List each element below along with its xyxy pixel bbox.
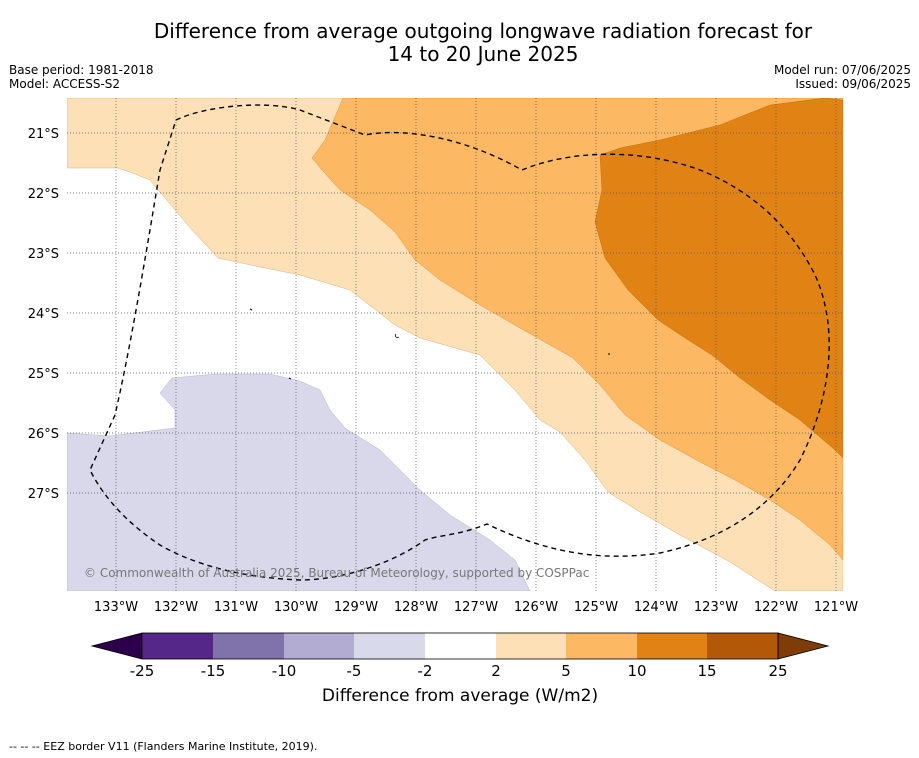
lat-labels: 21°S 22°S 23°S 24°S 25°S 26°S 27°S: [28, 127, 59, 502]
model-text: Model: ACCESS-S2: [9, 77, 121, 91]
copyright-text: © Commonwealth of Australia 2025, Bureau…: [84, 566, 589, 580]
colorbar-tick-pos5: 5: [561, 662, 571, 680]
lat-label-25s: 25°S: [28, 367, 59, 382]
lon-labels: 133°W 132°W 131°W 130°W 129°W 128°W 127°…: [94, 600, 858, 615]
lon-label-123w: 123°W: [694, 600, 738, 615]
region-pos10-15: [594, 98, 843, 459]
graticule: [67, 98, 843, 591]
colorbar-tick-neg15: -15: [201, 662, 226, 680]
colorbar-under-triangle: [90, 632, 143, 660]
colorbar-segment-pos5-pos10: [566, 633, 637, 659]
colorbar-tick-pos10: 10: [627, 662, 646, 680]
colorbar-tick-neg10: -10: [272, 662, 297, 680]
lat-label-22s: 22°S: [28, 187, 59, 202]
colorbar-label: Difference from average (W/m2): [321, 686, 599, 706]
colorbar-over-triangle: [777, 632, 830, 660]
map-area: [67, 98, 843, 591]
colorbar-tick-neg25: -25: [130, 662, 155, 680]
issued-text: Issued: 09/06/2025: [795, 77, 911, 91]
lon-label-124w: 124°W: [634, 600, 678, 615]
lon-label-128w: 128°W: [394, 600, 438, 615]
colorbar-segment-pos2-pos5: [496, 633, 566, 659]
lon-label-130w: 130°W: [274, 600, 318, 615]
island-4: [288, 377, 292, 380]
lon-label-121w: 121°W: [814, 600, 858, 615]
colorbar-ticks: -25 -15 -10 -5 -2 2 5 10 15 25: [130, 662, 788, 680]
colorbar-tick-neg2: -2: [418, 662, 433, 680]
colorbar-frame: [141, 632, 779, 660]
lon-label-129w: 129°W: [334, 600, 378, 615]
lat-label-21s: 21°S: [28, 127, 59, 142]
colorbar-segment-pos15-pos25: [707, 633, 778, 659]
colorbar-segment-neg10-neg5: [284, 633, 354, 659]
island-2: [395, 333, 400, 338]
colorbar-segment-neg5-neg2: [354, 633, 425, 659]
lat-label-24s: 24°S: [28, 307, 59, 322]
colorbar-tick-pos25: 25: [768, 662, 787, 680]
colorbar-segment-neg25-neg15: [142, 633, 213, 659]
lon-label-126w: 126°W: [514, 600, 558, 615]
colorbar-segment-neg15-neg10: [213, 633, 284, 659]
colorbar-tick-pos15: 15: [697, 662, 716, 680]
model-run-text: Model run: 07/06/2025: [773, 63, 911, 77]
eez-border: [89, 104, 830, 581]
region-neg5-neg2: [67, 373, 531, 591]
title-line-1: Difference from average outgoing longwav…: [153, 19, 813, 43]
lat-label-23s: 23°S: [28, 247, 59, 262]
base-period-text: Base period: 1981-2018: [9, 63, 154, 77]
island-1: [249, 308, 253, 311]
colorbar-tick-neg5: -5: [347, 662, 362, 680]
lat-label-26s: 26°S: [28, 427, 59, 442]
meta-right: Model run: 07/06/2025 Issued: 09/06/2025: [774, 63, 911, 91]
map-title: Difference from average outgoing longwav…: [0, 20, 919, 66]
colorbar-segment-neg2-pos2: [425, 633, 496, 659]
eez-footer-note: -- -- -- EEZ border V11 (Flanders Marine…: [9, 740, 318, 753]
lat-label-27s: 27°S: [28, 487, 59, 502]
lon-label-122w: 122°W: [754, 600, 798, 615]
colorbar-tick-pos2: 2: [491, 662, 501, 680]
lon-label-131w: 131°W: [214, 600, 258, 615]
title-line-2: 14 to 20 June 2025: [387, 42, 579, 66]
colorbar-segment-pos10-pos15: [637, 633, 707, 659]
lon-label-133w: 133°W: [94, 600, 138, 615]
lon-label-132w: 132°W: [154, 600, 198, 615]
lon-label-127w: 127°W: [454, 600, 498, 615]
colorbar: -25 -15 -10 -5 -2 2 5 10 15 25: [90, 632, 830, 680]
meta-left: Base period: 1981-2018 Model: ACCESS-S2: [9, 63, 154, 91]
lon-label-125w: 125°W: [574, 600, 618, 615]
